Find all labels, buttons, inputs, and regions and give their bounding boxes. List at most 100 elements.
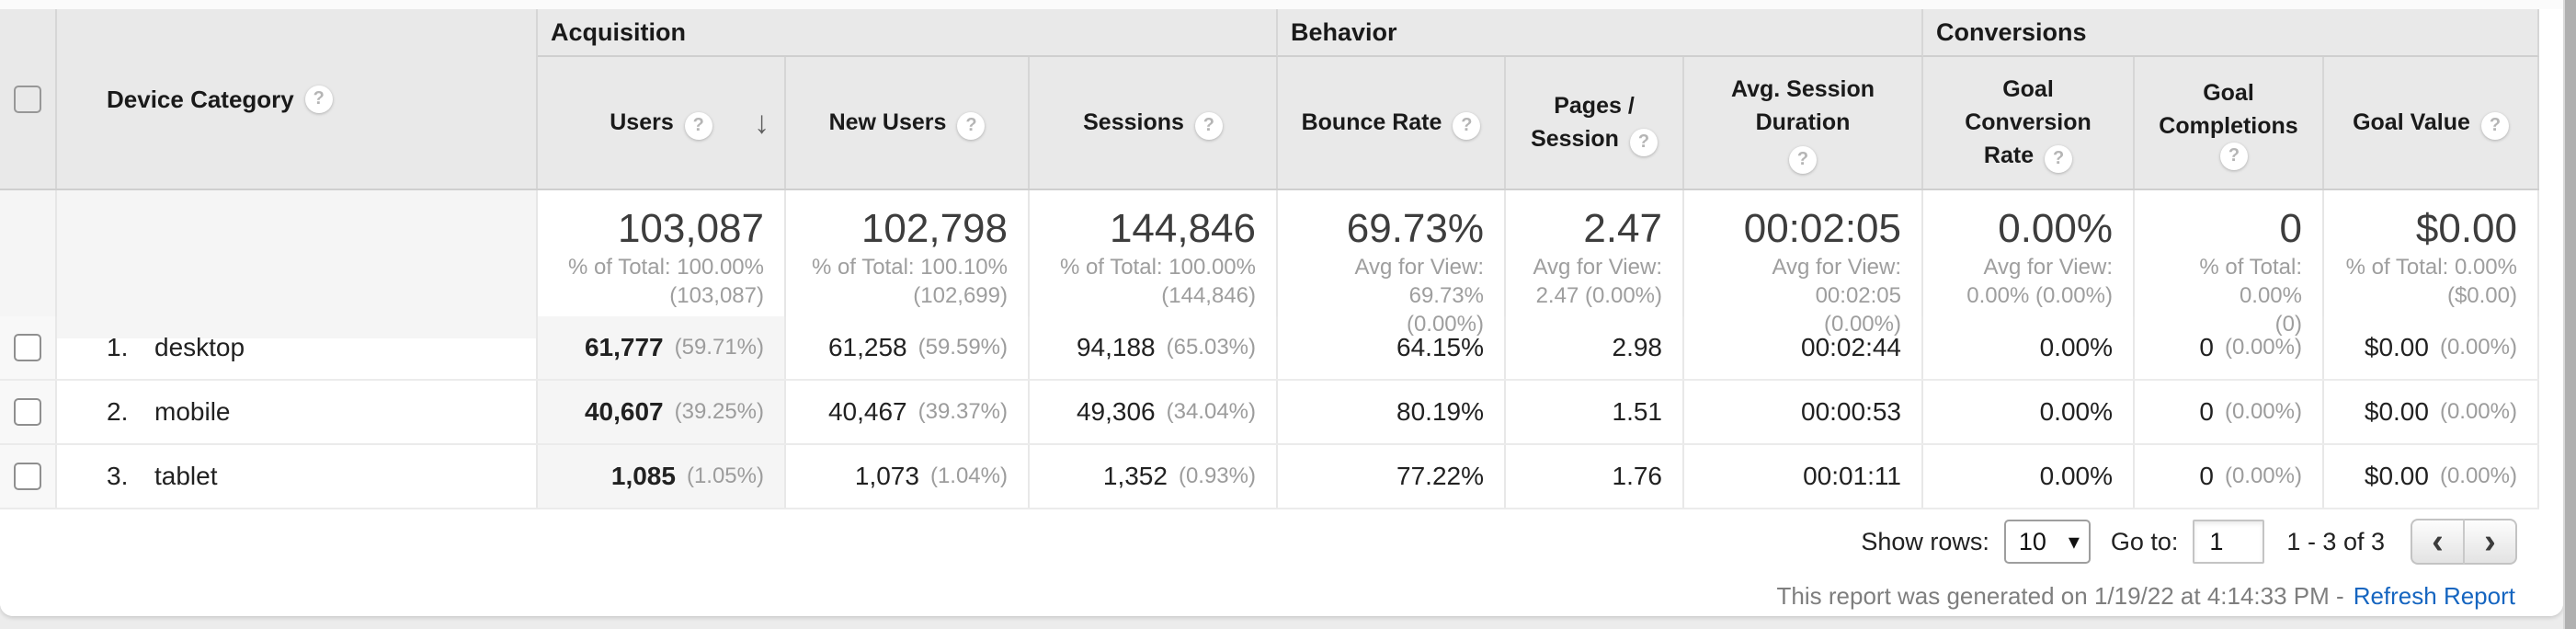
table-row-mobile: 2. mobile 40,607 (39.25%) 40,467 (39.37%) …	[0, 381, 2539, 445]
new-users-cell: 61,258 (59.59%)	[786, 316, 1030, 379]
refresh-report-link[interactable]: Refresh Report	[2353, 581, 2515, 610]
goal-conversion-rate-total-cell: 0.00% Avg for View: 0.00% (0.00%)	[1923, 190, 2135, 338]
prev-page-button[interactable]: ‹	[2411, 519, 2464, 565]
bounce-rate-cell: 64.15%	[1278, 316, 1506, 379]
avg-session-duration-total-cell: 00:02:05 Avg for View: 00:02:05 (0.00%)	[1684, 190, 1923, 338]
goal-value-cell: $0.00 (0.00%)	[2324, 381, 2539, 443]
sessions-cell: 94,188 (65.03%)	[1030, 316, 1278, 379]
col-header-pages-session[interactable]: Pages / Session?	[1506, 57, 1684, 189]
pages-session-cell: 1.76	[1506, 445, 1684, 508]
col-header-goal-value[interactable]: Goal Value?	[2324, 57, 2539, 189]
device-category-label: Device Category	[107, 85, 294, 113]
sort-descending-icon: ↓	[754, 105, 769, 140]
window-right-edge	[2563, 0, 2576, 629]
new-users-help-icon[interactable]: ?	[957, 111, 986, 140]
show-rows-label: Show rows:	[1861, 527, 1989, 555]
sessions-help-icon[interactable]: ?	[1194, 111, 1223, 140]
col-header-goal-conversion-rate[interactable]: Goal Conversion Rate?	[1923, 57, 2135, 189]
bounce-rate-cell: 77.22%	[1278, 445, 1506, 508]
users-total-cell: 103,087 % of Total: 100.00% (103,087)	[538, 190, 786, 338]
goto-label: Go to:	[2110, 527, 2179, 555]
goal-completions-cell: 0 (0.00%)	[2135, 445, 2324, 508]
row-index: 2.	[107, 397, 129, 426]
report-card: Device Category ? Acquisition Behavior C…	[0, 0, 2563, 616]
bounce-rate-cell: 80.19%	[1278, 381, 1506, 443]
sessions-total-cell: 144,846 % of Total: 100.00% (144,846)	[1030, 190, 1278, 338]
generated-timestamp-text: This report was generated on 1/19/22 at …	[1776, 581, 2344, 610]
table-row-desktop: 1. desktop 61,777 (59.71%) 61,258 (59.59%)…	[0, 316, 2539, 381]
goal-completions-total-cell: 0 % of Total: 0.00% (0)	[2135, 190, 2324, 338]
table-row-tablet: 3. tablet 1,085 (1.05%) 1,073 (1.04%) 1,35…	[0, 445, 2539, 509]
device-category-table: Device Category ? Acquisition Behavior C…	[0, 9, 2539, 509]
row-range-text: 1 - 3 of 3	[2286, 527, 2385, 555]
goal-value-help-icon[interactable]: ?	[2480, 111, 2509, 140]
next-page-button[interactable]: ›	[2464, 519, 2517, 565]
pages-session-total-cell: 2.47 Avg for View: 2.47 (0.00%)	[1506, 190, 1684, 338]
goal-conversion-rate-cell: 0.00%	[1923, 316, 2135, 379]
goal-value-cell: $0.00 (0.00%)	[2324, 445, 2539, 508]
new-users-total-cell: 102,798 % of Total: 100.10% (102,699)	[786, 190, 1030, 338]
device-category-help-icon[interactable]: ?	[304, 85, 333, 113]
device-cell: 2. mobile	[57, 381, 538, 443]
select-all-checkbox[interactable]	[14, 85, 41, 113]
goal-completions-cell: 0 (0.00%)	[2135, 381, 2324, 443]
goal-completions-cell: 0 (0.00%)	[2135, 316, 2324, 379]
col-header-new-users[interactable]: New Users?	[786, 57, 1030, 189]
row-checkbox-cell	[0, 316, 57, 379]
goal-value-cell: $0.00 (0.00%)	[2324, 316, 2539, 379]
bounce-rate-help-icon[interactable]: ?	[1453, 111, 1481, 140]
users-cell: 61,777 (59.71%)	[538, 316, 786, 379]
col-header-bounce-rate[interactable]: Bounce Rate?	[1278, 57, 1506, 189]
card-top-strip	[0, 0, 2563, 9]
group-header-behavior: Behavior	[1278, 9, 1923, 57]
col-header-goal-completions[interactable]: Goal Completions?	[2135, 57, 2324, 189]
pagination-buttons: ‹ ›	[2411, 519, 2517, 565]
pages-session-help-icon[interactable]: ?	[1629, 128, 1658, 156]
report-generated-line: This report was generated on 1/19/22 at …	[0, 574, 2563, 616]
totals-device-cell	[57, 190, 538, 338]
col-header-users[interactable]: Users? ↓	[538, 57, 786, 189]
pages-session-cell: 1.51	[1506, 381, 1684, 443]
group-header-acquisition: Acquisition	[538, 9, 1278, 57]
avg-session-duration-cell: 00:02:44	[1684, 316, 1923, 379]
row-checkbox[interactable]	[14, 334, 41, 361]
goal-conversion-rate-cell: 0.00%	[1923, 381, 2135, 443]
device-name: tablet	[154, 462, 218, 490]
totals-row: 103,087 % of Total: 100.00% (103,087) 10…	[0, 190, 2539, 338]
row-index: 1.	[107, 333, 129, 361]
col-header-avg-session-duration[interactable]: Avg. Session Duration ?	[1684, 57, 1923, 189]
row-index: 3.	[107, 462, 129, 490]
avg-session-duration-help-icon[interactable]: ?	[1789, 145, 1817, 174]
goal-value-total-cell: $0.00 % of Total: 0.00% ($0.00)	[2324, 190, 2539, 338]
col-header-sessions[interactable]: Sessions?	[1030, 57, 1278, 189]
group-header-conversions: Conversions	[1923, 9, 2539, 57]
sessions-cell: 49,306 (34.04%)	[1030, 381, 1278, 443]
row-checkbox[interactable]	[14, 398, 41, 426]
new-users-cell: 1,073 (1.04%)	[786, 445, 1030, 508]
sessions-cell: 1,352 (0.93%)	[1030, 445, 1278, 508]
goal-completions-help-icon[interactable]: ?	[2220, 142, 2248, 170]
totals-checkbox-cell	[0, 190, 57, 338]
pages-session-cell: 2.98	[1506, 316, 1684, 379]
goto-page-input[interactable]	[2193, 520, 2265, 564]
users-help-icon[interactable]: ?	[684, 111, 712, 140]
row-checkbox-cell	[0, 381, 57, 443]
header-checkbox-cell	[0, 9, 57, 189]
users-cell: 40,607 (39.25%)	[538, 381, 786, 443]
bounce-rate-total-cell: 69.73% Avg for View: 69.73% (0.00%)	[1278, 190, 1506, 338]
device-name: mobile	[154, 397, 231, 426]
device-cell: 1. desktop	[57, 316, 538, 379]
users-cell: 1,085 (1.05%)	[538, 445, 786, 508]
goal-conversion-rate-cell: 0.00%	[1923, 445, 2135, 508]
chevron-down-icon: ▾	[2068, 529, 2080, 555]
col-header-device-category[interactable]: Device Category ?	[57, 9, 538, 189]
show-rows-select[interactable]: 10 ▾	[2003, 520, 2091, 564]
device-name: desktop	[154, 333, 245, 361]
row-checkbox[interactable]	[14, 463, 41, 490]
table-pagination: Show rows: 10 ▾ Go to: 1 - 3 of 3 ‹ ›	[0, 509, 2563, 574]
table-header: Device Category ? Acquisition Behavior C…	[0, 9, 2539, 190]
device-cell: 3. tablet	[57, 445, 538, 508]
goal-conversion-rate-help-icon[interactable]: ?	[2045, 144, 2073, 173]
show-rows-value: 10	[2018, 527, 2046, 555]
